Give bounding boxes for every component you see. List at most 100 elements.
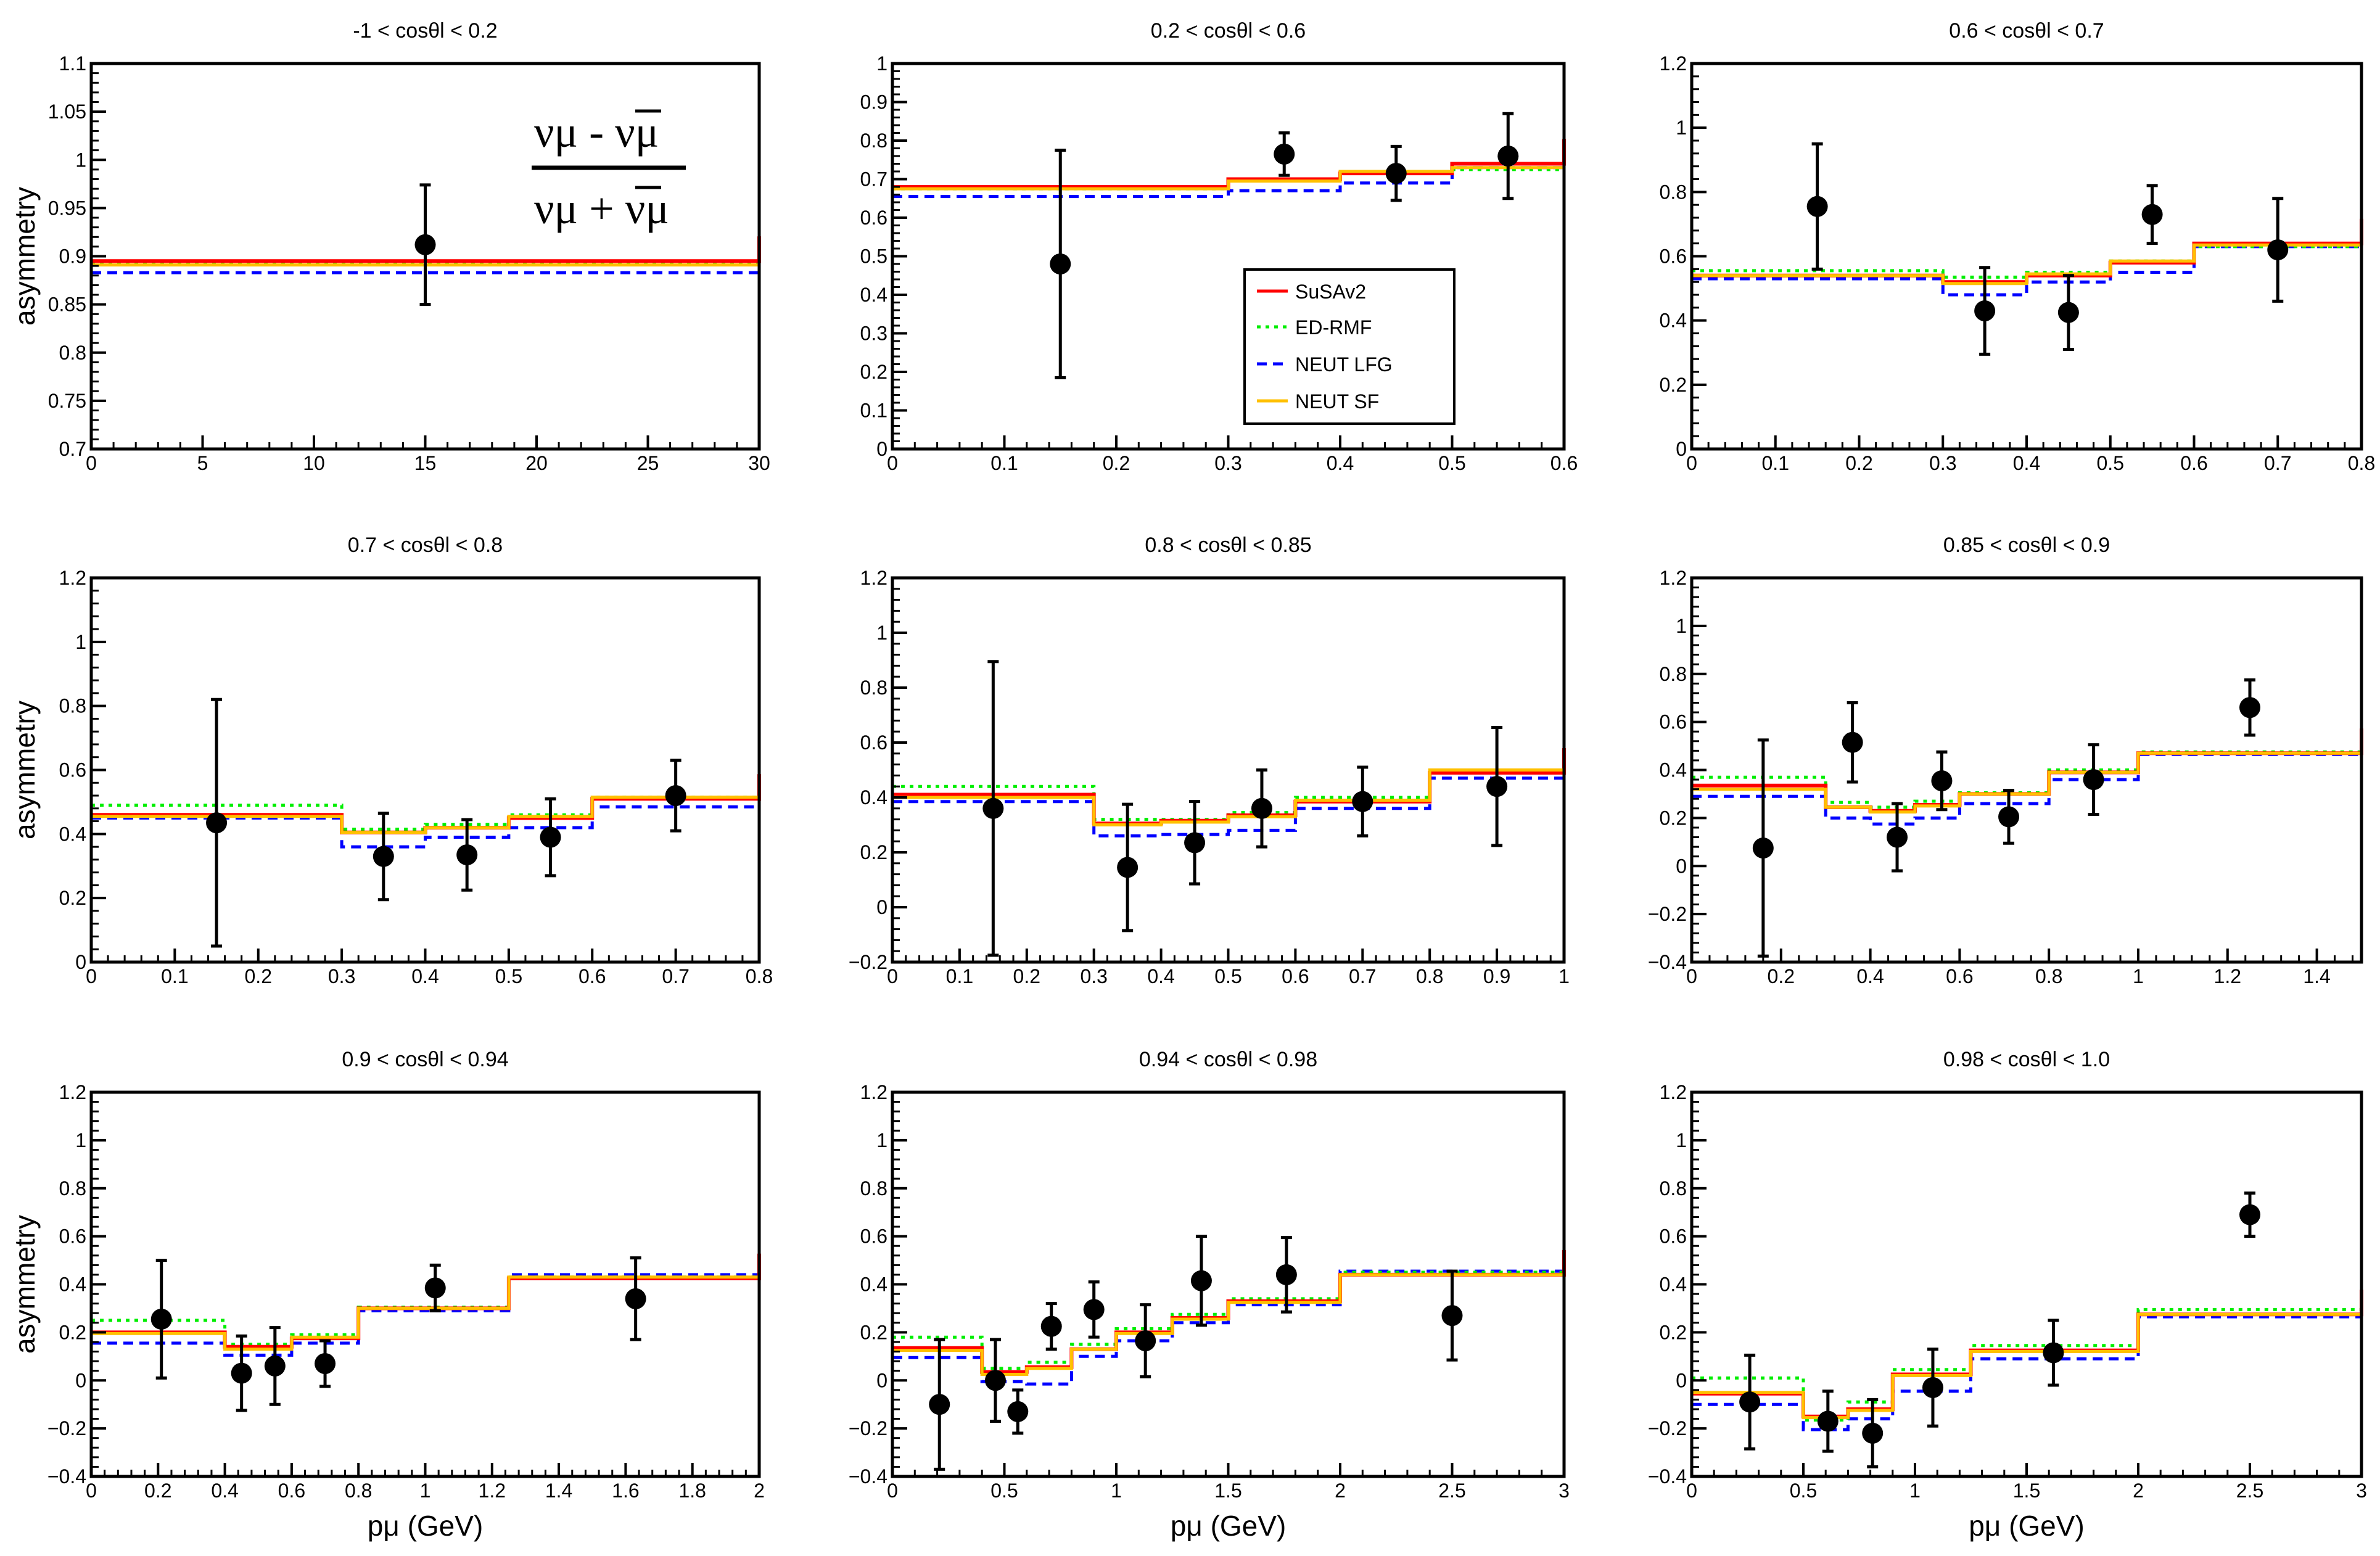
x-tick-label: 0.6: [1282, 965, 1309, 987]
y-tick-label: 0.2: [1660, 374, 1687, 396]
y-tick-label: 0.2: [59, 887, 86, 909]
x-tick-label: 0: [86, 452, 97, 474]
y-tick-label: 0.6: [1660, 711, 1687, 733]
x-tick-label: 20: [525, 452, 548, 474]
y-tick-label: −0.2: [1648, 903, 1687, 925]
y-tick-label: 0: [876, 438, 887, 460]
legend-label-ed-rmf: ED-RMF: [1295, 316, 1372, 339]
series-line-neut-sf: [91, 1252, 761, 1351]
series-line-neut-sf: [892, 142, 1566, 191]
y-tick-label: 1.2: [860, 1081, 887, 1103]
x-tick-label: 3: [2356, 1480, 2367, 1502]
y-tick-label: 0.3: [860, 323, 887, 345]
y-tick-label: 0.6: [860, 1225, 887, 1248]
y-tick-label: 1.05: [48, 101, 86, 123]
x-tick-label: 0: [887, 1480, 898, 1502]
data-point: [1862, 1422, 1884, 1444]
data-point: [1887, 826, 1908, 848]
x-tick-label: 1.4: [545, 1480, 572, 1502]
panels: -1 < cosθl < 0.20 5 10 15 20 25 300.70.750.80.…: [9, 19, 2375, 1542]
x-tick-label: 0: [887, 965, 898, 987]
y-tick-label: 0.2: [1660, 807, 1687, 829]
y-tick-label: 0.6: [860, 731, 887, 754]
data-point: [1190, 1270, 1212, 1291]
x-tick-label: 1: [1111, 1480, 1122, 1502]
data-point: [1497, 146, 1519, 167]
legend-label-susav2: SuSAv2: [1295, 281, 1366, 303]
series-line-neut-sf: [1692, 220, 2363, 286]
y-tick-label: 1: [1676, 117, 1687, 139]
data-point: [1931, 770, 1953, 792]
y-axis-label: asymmetry: [9, 187, 41, 326]
y-tick-label: 1.2: [1660, 52, 1687, 75]
x-tick-label: 0.6: [1946, 965, 1973, 987]
x-tick-label: 0: [86, 1480, 97, 1502]
y-tick-label: 0.8: [1660, 1177, 1687, 1200]
data-point: [1441, 1305, 1463, 1327]
panel-title: -1 < cosθl < 0.2: [353, 19, 497, 43]
y-tick-label: 1: [876, 622, 887, 644]
y-tick-label: 0.6: [1660, 245, 1687, 268]
y-tick-label: 1: [876, 1129, 887, 1151]
data-point: [1184, 832, 1206, 854]
y-tick-label: 0.8: [860, 130, 887, 152]
data-point: [2239, 1204, 2260, 1225]
x-tick-label: 0.1: [990, 452, 1018, 474]
x-tick-label: 0.2: [1013, 965, 1040, 987]
data-point: [206, 812, 228, 834]
y-tick-label: 1: [1676, 1129, 1687, 1151]
y-tick-label: 0.8: [860, 1177, 887, 1200]
series-line-neut-sf: [91, 772, 761, 834]
y-tick-label: 0.2: [860, 841, 887, 863]
y-tick-label: 1: [75, 631, 86, 653]
series-line-neut-sf: [892, 1249, 1566, 1376]
legend: SuSAv2 ED-RMF NEUT LFG NEUT SF: [1243, 268, 1456, 425]
x-tick-label: 1: [420, 1480, 431, 1502]
x-tick-label: 0.8: [1416, 965, 1443, 987]
x-tick-label: 1.6: [612, 1480, 639, 1502]
data-point: [1385, 163, 1407, 184]
y-tick-label: 0.8: [1660, 181, 1687, 203]
x-tick-label: 0: [1686, 1480, 1697, 1502]
y-tick-label: 0.4: [1660, 1274, 1687, 1296]
x-tick-label: 0: [887, 452, 898, 474]
y-tick-label: 0.6: [59, 759, 86, 781]
data-point: [1007, 1401, 1029, 1422]
x-tick-label: 0.1: [1762, 452, 1789, 474]
panel-3: 0.6 < cosθl < 0.7 0 0.1 0.2 0.3 0.4 0.5 0.6 0.7 0…: [1660, 19, 2376, 474]
data-point: [1117, 857, 1139, 878]
y-tick-label: 0.4: [59, 1274, 86, 1296]
y-tick-label: 0.8: [1660, 663, 1687, 685]
x-tick-label: 0.2: [1103, 452, 1130, 474]
y-tick-label: 1: [876, 52, 887, 75]
y-tick-label: 0.8: [59, 695, 86, 717]
x-tick-label: 0.2: [144, 1480, 171, 1502]
legend-label-neut-lfg: NEUT LFG: [1295, 353, 1393, 376]
y-tick-label: 1.2: [860, 567, 887, 589]
y-tick-label: 0.2: [860, 361, 887, 383]
panel-title: 0.6 < cosθl < 0.7: [1949, 19, 2104, 43]
x-tick-label: 1.8: [678, 1480, 706, 1502]
y-tick-label: 0: [1676, 855, 1687, 877]
data-point: [2267, 239, 2289, 261]
y-tick-label: 0.4: [59, 823, 86, 845]
x-tick-label: 1: [2133, 965, 2144, 987]
x-tick-label: 0: [86, 965, 97, 987]
x-tick-label: 2: [1335, 1480, 1346, 1502]
y-tick-label: 0.2: [860, 1321, 887, 1343]
y-tick-label: 0: [876, 1369, 887, 1391]
data-point: [2043, 1342, 2064, 1364]
data-point: [929, 1394, 950, 1415]
y-tick-label: 1.1: [59, 52, 86, 75]
data-point: [540, 826, 561, 848]
y-tick-label: 0.4: [1660, 310, 1687, 332]
y-tick-label: 1: [1676, 615, 1687, 637]
data-point: [1817, 1410, 1839, 1432]
y-tick-label: 0: [75, 1369, 86, 1391]
x-tick-label: 0.7: [662, 965, 689, 987]
x-tick-label: 1.5: [2013, 1480, 2040, 1502]
x-tick-label: 0.3: [1929, 452, 1956, 474]
x-tick-label: 0.4: [211, 1480, 238, 1502]
y-tick-label: 0.8: [59, 1177, 86, 1200]
asymmetry-formula: νμ - νμ νμ + νμ: [532, 107, 686, 233]
